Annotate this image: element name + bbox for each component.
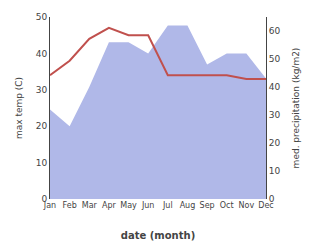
svg-text:40: 40 (36, 49, 48, 59)
svg-text:Jul: Jul (162, 201, 173, 210)
svg-text:50: 50 (269, 54, 281, 64)
svg-text:0: 0 (269, 194, 275, 204)
svg-text:date (month): date (month) (121, 230, 195, 241)
svg-text:30: 30 (36, 85, 48, 95)
svg-text:Mar: Mar (82, 201, 98, 210)
svg-text:May: May (120, 201, 137, 210)
svg-text:60: 60 (269, 26, 281, 36)
svg-text:0: 0 (41, 194, 47, 204)
svg-text:Sep: Sep (200, 201, 215, 210)
svg-text:10: 10 (36, 158, 48, 168)
svg-text:Apr: Apr (102, 201, 117, 210)
svg-text:med. precipitation (kg/m2): med. precipitation (kg/m2) (291, 48, 301, 169)
svg-text:Nov: Nov (239, 201, 255, 210)
svg-text:50: 50 (36, 12, 48, 22)
svg-text:Feb: Feb (63, 201, 77, 210)
svg-text:Oct: Oct (220, 201, 234, 210)
svg-text:Aug: Aug (180, 201, 196, 210)
svg-text:40: 40 (269, 82, 281, 92)
svg-text:Dec: Dec (258, 201, 273, 210)
svg-text:30: 30 (269, 110, 281, 120)
svg-text:20: 20 (269, 138, 281, 148)
svg-text:10: 10 (269, 166, 281, 176)
svg-text:max temp (C): max temp (C) (14, 77, 24, 139)
svg-text:Jan: Jan (43, 201, 56, 210)
svg-text:Jun: Jun (141, 201, 155, 210)
svg-text:20: 20 (36, 121, 48, 131)
